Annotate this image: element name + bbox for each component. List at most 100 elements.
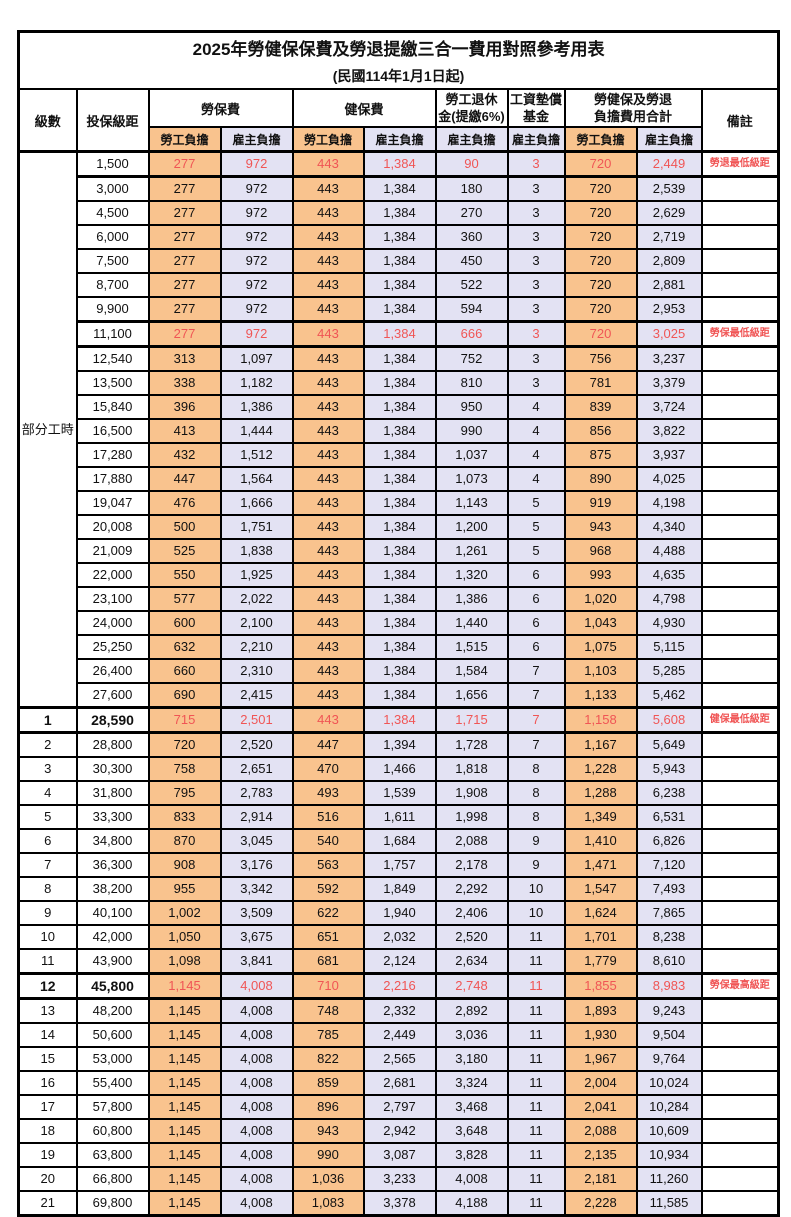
cell-health-employer: 1,384	[362, 490, 437, 516]
cell-total-employee: 993	[563, 562, 638, 588]
cell-health-employer: 1,384	[362, 418, 437, 444]
cell-total-employee: 2,135	[563, 1142, 638, 1168]
cell-bracket: 28,590	[75, 706, 150, 734]
cell-bracket: 9,900	[75, 296, 150, 323]
cell-health-employer: 2,681	[362, 1070, 437, 1096]
table-row: 13,500 338 1,182 443 1,384 810 3 781 3,379	[19, 370, 780, 396]
cell-total-employer: 5,285	[635, 658, 703, 684]
cell-health-employee: 943	[291, 1118, 365, 1144]
cell-wagefund-employer: 6	[506, 562, 566, 588]
cell-health-employee: 592	[291, 876, 365, 902]
cell-health-employee: 710	[291, 972, 365, 1000]
table-row: 5 33,300 833 2,914 516 1,611 1,998 8 1,349 6,531	[17, 804, 780, 830]
cell-remark	[700, 538, 780, 564]
cell-labor-employee: 500	[147, 514, 222, 540]
cell-level: 12	[17, 972, 78, 1000]
cell-total-employee: 856	[563, 418, 638, 444]
cell-health-employer: 2,216	[362, 972, 437, 1000]
table-row: 17,880 447 1,564 443 1,384 1,073 4 890 4,025	[19, 466, 780, 492]
cell-health-employer: 1,384	[362, 394, 437, 420]
cell-remark	[700, 876, 780, 902]
cell-bracket: 15,840	[75, 394, 150, 420]
table-row: 8 38,200 955 3,342 592 1,849 2,292 10 1,547 7,493	[17, 876, 780, 902]
table-row: 21 69,800 1,145 4,008 1,083 3,378 4,188 11 2,228…	[17, 1190, 780, 1217]
cell-wagefund-employer: 4	[506, 418, 566, 444]
cell-bracket: 53,000	[75, 1046, 150, 1072]
cell-labor-employer: 1,925	[219, 562, 294, 588]
cell-health-employer: 1,384	[362, 634, 437, 660]
cell-health-employer: 1,384	[362, 586, 437, 612]
cell-total-employee: 720	[563, 320, 638, 348]
cell-pension-employer: 1,728	[434, 731, 509, 758]
cell-labor-employee: 277	[147, 224, 222, 250]
cell-remark	[700, 514, 780, 540]
cell-wagefund-employer: 11	[506, 1022, 566, 1048]
cell-health-employer: 2,032	[362, 924, 437, 950]
cell-total-employer: 3,724	[635, 394, 703, 420]
cell-level: 18	[17, 1118, 78, 1144]
cell-wagefund-employer: 5	[506, 514, 566, 540]
cell-health-employer: 1,611	[362, 804, 437, 830]
cell-labor-employee: 396	[147, 394, 222, 420]
table-row: 20,008 500 1,751 443 1,384 1,200 5 943 4,340	[19, 514, 780, 540]
cell-pension-employer: 1,073	[434, 466, 509, 492]
cell-wagefund-employer: 4	[506, 442, 566, 468]
cell-labor-employee: 1,145	[147, 1022, 222, 1048]
cell-remark	[700, 634, 780, 660]
cell-bracket: 17,880	[75, 466, 150, 492]
cell-labor-employee: 577	[147, 586, 222, 612]
cell-labor-employee: 525	[147, 538, 222, 564]
cell-bracket: 28,800	[75, 731, 150, 758]
cell-labor-employer: 1,182	[219, 370, 294, 396]
cell-level: 10	[17, 924, 78, 950]
cell-pension-employer: 1,037	[434, 442, 509, 468]
cell-labor-employee: 1,050	[147, 924, 222, 950]
cell-wagefund-employer: 8	[506, 804, 566, 830]
cell-labor-employee: 447	[147, 466, 222, 492]
cell-bracket: 50,600	[75, 1022, 150, 1048]
cell-pension-employer: 4,008	[434, 1166, 509, 1192]
cell-wagefund-employer: 3	[506, 370, 566, 396]
cell-health-employer: 1,384	[362, 466, 437, 492]
cell-pension-employer: 1,440	[434, 610, 509, 636]
table-row: 13 48,200 1,145 4,008 748 2,332 2,892 11 1,893 9,…	[17, 997, 780, 1024]
cell-level: 2	[17, 731, 78, 758]
cell-total-employer: 2,629	[635, 200, 703, 226]
cell-bracket: 57,800	[75, 1094, 150, 1120]
cell-total-employee: 1,701	[563, 924, 638, 950]
cell-wagefund-employer: 9	[506, 852, 566, 878]
cell-wagefund-employer: 6	[506, 610, 566, 636]
cell-labor-employer: 2,914	[219, 804, 294, 830]
table-row: 25,250 632 2,210 443 1,384 1,515 6 1,075 5,115	[19, 634, 780, 660]
cell-labor-employee: 690	[147, 682, 222, 709]
cell-health-employer: 1,684	[362, 828, 437, 854]
header-row-main: 級數 投保級距 勞保費 健保費 勞工退休 金(提繳6%) 工資墊償 基金 勞健保…	[17, 88, 780, 153]
cell-level: 17	[17, 1094, 78, 1120]
cell-total-employer: 6,826	[635, 828, 703, 854]
cell-labor-employer: 972	[219, 248, 294, 274]
cell-labor-employer: 1,444	[219, 418, 294, 444]
cell-total-employee: 1,167	[563, 731, 638, 758]
cell-pension-employer: 3,036	[434, 1022, 509, 1048]
cell-remark	[700, 175, 780, 202]
cell-labor-employee: 632	[147, 634, 222, 660]
subheader-labor-employee: 勞工負擔	[147, 126, 222, 153]
cell-level: 6	[17, 828, 78, 854]
cell-labor-employee: 277	[147, 200, 222, 226]
cell-health-employer: 1,384	[362, 296, 437, 323]
cell-labor-employer: 3,342	[219, 876, 294, 902]
cell-health-employer: 1,539	[362, 780, 437, 806]
cell-total-employer: 9,504	[635, 1022, 703, 1048]
cell-labor-employer: 972	[219, 272, 294, 298]
col-header-remark: 備註	[700, 88, 780, 153]
cell-level: 13	[17, 997, 78, 1024]
cell-total-employee: 1,893	[563, 997, 638, 1024]
cell-bracket: 43,900	[75, 948, 150, 975]
cell-labor-employee: 550	[147, 562, 222, 588]
subheader-labor-employer: 雇主負擔	[219, 126, 294, 153]
cell-pension-employer: 180	[434, 175, 509, 202]
cell-remark	[700, 997, 780, 1024]
cell-labor-employee: 758	[147, 756, 222, 782]
cell-wagefund-employer: 11	[506, 1094, 566, 1120]
table-row: 11 43,900 1,098 3,841 681 2,124 2,634 11 1,779 8,…	[17, 948, 780, 975]
